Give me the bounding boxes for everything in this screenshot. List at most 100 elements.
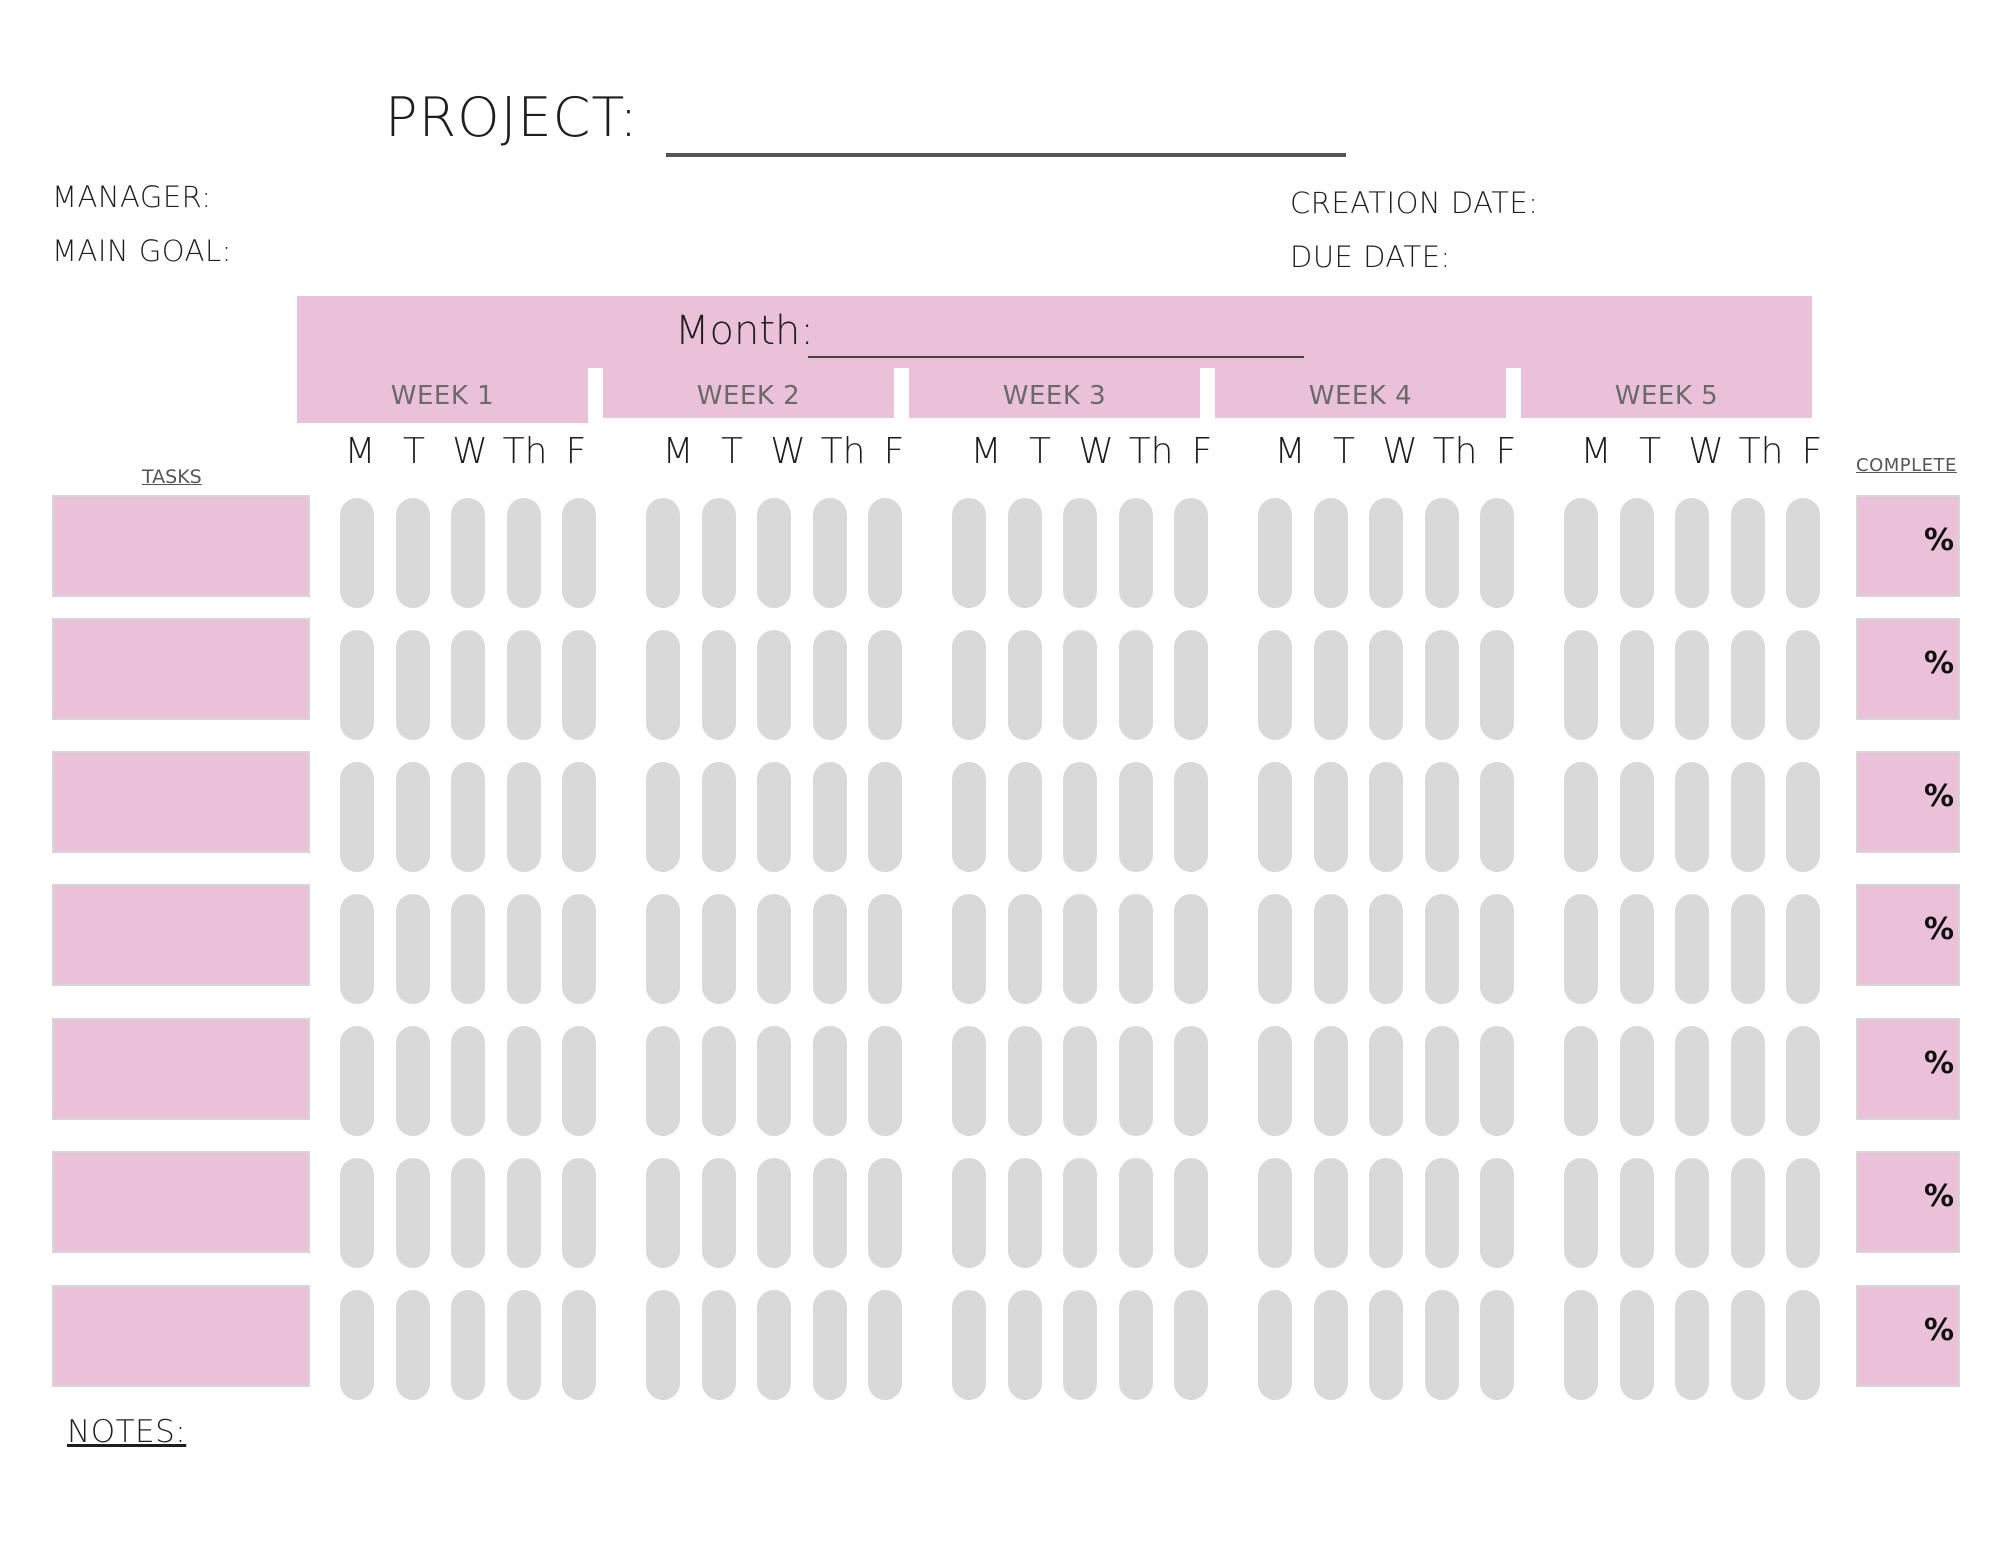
day-checkbox[interactable]: [1314, 1158, 1348, 1268]
day-checkbox[interactable]: [1425, 1158, 1459, 1268]
day-checkbox[interactable]: [451, 894, 485, 1004]
day-checkbox[interactable]: [813, 894, 847, 1004]
day-checkbox[interactable]: [813, 1026, 847, 1136]
day-checkbox[interactable]: [1314, 1290, 1348, 1400]
day-checkbox[interactable]: [1480, 1158, 1514, 1268]
day-checkbox[interactable]: [702, 762, 736, 872]
day-checkbox[interactable]: [813, 630, 847, 740]
day-checkbox[interactable]: [562, 498, 596, 608]
complete-percent-5[interactable]: %: [1856, 1018, 1960, 1120]
complete-percent-4[interactable]: %: [1856, 884, 1960, 986]
day-checkbox[interactable]: [1675, 1290, 1709, 1400]
day-checkbox[interactable]: [1258, 1158, 1292, 1268]
day-checkbox[interactable]: [702, 498, 736, 608]
day-checkbox[interactable]: [507, 894, 541, 1004]
day-checkbox[interactable]: [813, 498, 847, 608]
day-checkbox[interactable]: [952, 498, 986, 608]
day-checkbox[interactable]: [1369, 498, 1403, 608]
day-checkbox[interactable]: [1008, 1158, 1042, 1268]
day-checkbox[interactable]: [1314, 498, 1348, 608]
day-checkbox[interactable]: [1564, 894, 1598, 1004]
day-checkbox[interactable]: [1675, 630, 1709, 740]
day-checkbox[interactable]: [868, 1026, 902, 1136]
day-checkbox[interactable]: [952, 894, 986, 1004]
day-checkbox[interactable]: [952, 1026, 986, 1136]
day-checkbox[interactable]: [507, 1290, 541, 1400]
day-checkbox[interactable]: [1314, 1026, 1348, 1136]
day-checkbox[interactable]: [1008, 894, 1042, 1004]
day-checkbox[interactable]: [562, 762, 596, 872]
day-checkbox[interactable]: [562, 630, 596, 740]
day-checkbox[interactable]: [451, 630, 485, 740]
day-checkbox[interactable]: [952, 630, 986, 740]
day-checkbox[interactable]: [868, 630, 902, 740]
day-checkbox[interactable]: [757, 1290, 791, 1400]
day-checkbox[interactable]: [1480, 498, 1514, 608]
day-checkbox[interactable]: [1369, 1290, 1403, 1400]
day-checkbox[interactable]: [813, 1158, 847, 1268]
day-checkbox[interactable]: [1425, 762, 1459, 872]
day-checkbox[interactable]: [1258, 630, 1292, 740]
day-checkbox[interactable]: [813, 1290, 847, 1400]
day-checkbox[interactable]: [1174, 894, 1208, 1004]
day-checkbox[interactable]: [1675, 894, 1709, 1004]
day-checkbox[interactable]: [396, 1026, 430, 1136]
day-checkbox[interactable]: [1786, 1158, 1820, 1268]
day-checkbox[interactable]: [952, 762, 986, 872]
day-checkbox[interactable]: [396, 498, 430, 608]
task-input-1[interactable]: [52, 495, 310, 597]
day-checkbox[interactable]: [1564, 762, 1598, 872]
day-checkbox[interactable]: [1786, 1290, 1820, 1400]
day-checkbox[interactable]: [1425, 1290, 1459, 1400]
day-checkbox[interactable]: [1174, 498, 1208, 608]
day-checkbox[interactable]: [1174, 630, 1208, 740]
day-checkbox[interactable]: [952, 1158, 986, 1268]
task-input-7[interactable]: [52, 1285, 310, 1387]
day-checkbox[interactable]: [1258, 762, 1292, 872]
day-checkbox[interactable]: [1786, 894, 1820, 1004]
day-checkbox[interactable]: [1731, 498, 1765, 608]
day-checkbox[interactable]: [646, 1290, 680, 1400]
day-checkbox[interactable]: [1620, 762, 1654, 872]
day-checkbox[interactable]: [1675, 1026, 1709, 1136]
day-checkbox[interactable]: [868, 1158, 902, 1268]
day-checkbox[interactable]: [1174, 1158, 1208, 1268]
day-checkbox[interactable]: [451, 762, 485, 872]
day-checkbox[interactable]: [1008, 762, 1042, 872]
day-checkbox[interactable]: [757, 630, 791, 740]
day-checkbox[interactable]: [340, 894, 374, 1004]
day-checkbox[interactable]: [1480, 1290, 1514, 1400]
day-checkbox[interactable]: [1063, 762, 1097, 872]
day-checkbox[interactable]: [1258, 1026, 1292, 1136]
day-checkbox[interactable]: [702, 1026, 736, 1136]
day-checkbox[interactable]: [1314, 630, 1348, 740]
day-checkbox[interactable]: [1258, 894, 1292, 1004]
day-checkbox[interactable]: [1564, 1290, 1598, 1400]
day-checkbox[interactable]: [952, 1290, 986, 1400]
day-checkbox[interactable]: [646, 1026, 680, 1136]
month-name-line[interactable]: [808, 356, 1304, 358]
day-checkbox[interactable]: [1119, 762, 1153, 872]
day-checkbox[interactable]: [1119, 498, 1153, 608]
day-checkbox[interactable]: [868, 762, 902, 872]
day-checkbox[interactable]: [340, 1290, 374, 1400]
day-checkbox[interactable]: [1008, 1290, 1042, 1400]
day-checkbox[interactable]: [1119, 894, 1153, 1004]
day-checkbox[interactable]: [1119, 1026, 1153, 1136]
day-checkbox[interactable]: [1564, 498, 1598, 608]
day-checkbox[interactable]: [451, 1158, 485, 1268]
day-checkbox[interactable]: [646, 894, 680, 1004]
task-input-3[interactable]: [52, 751, 310, 853]
day-checkbox[interactable]: [1786, 1026, 1820, 1136]
day-checkbox[interactable]: [1731, 1158, 1765, 1268]
day-checkbox[interactable]: [1675, 1158, 1709, 1268]
day-checkbox[interactable]: [1008, 630, 1042, 740]
day-checkbox[interactable]: [757, 1158, 791, 1268]
day-checkbox[interactable]: [868, 894, 902, 1004]
project-name-line[interactable]: [666, 153, 1346, 157]
day-checkbox[interactable]: [1731, 1290, 1765, 1400]
day-checkbox[interactable]: [702, 1290, 736, 1400]
day-checkbox[interactable]: [1063, 1158, 1097, 1268]
day-checkbox[interactable]: [1675, 762, 1709, 872]
day-checkbox[interactable]: [702, 894, 736, 1004]
